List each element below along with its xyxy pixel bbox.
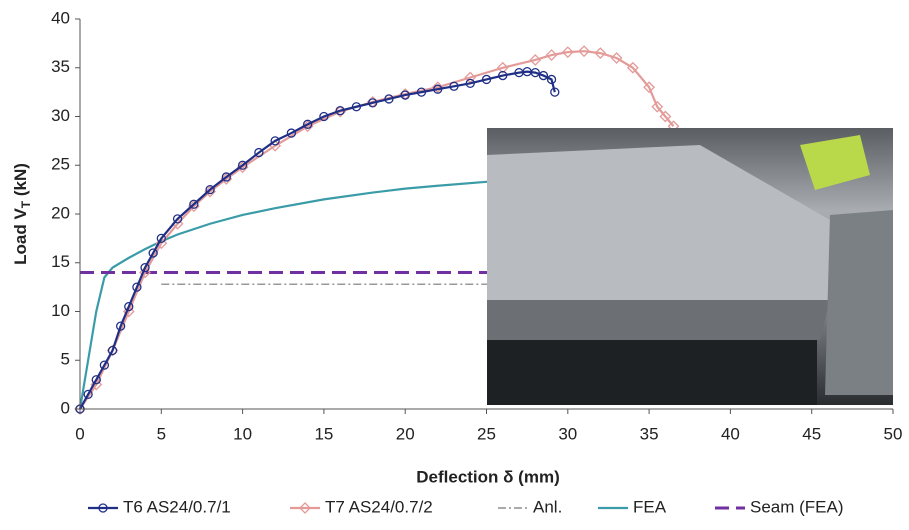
marker <box>431 81 444 94</box>
marker <box>172 214 183 224</box>
marker <box>530 67 540 78</box>
marker <box>98 503 108 513</box>
axes: 0 5 10 15 20 25 30 35 40 45 50 0 5 10 15 20 25 30 35 40 <box>51 8 902 443</box>
y-axis-title-main: Load V <box>11 208 30 265</box>
y-axis-title-sub: T <box>19 200 33 208</box>
y-tick-label: 40 <box>51 8 70 27</box>
marker <box>610 52 623 64</box>
photo-glove <box>800 135 870 190</box>
x-tick-label: 5 <box>157 424 166 443</box>
marker <box>498 70 508 81</box>
y-tick-label: 20 <box>51 203 70 222</box>
x-tick-label: 45 <box>802 424 821 443</box>
series-line <box>78 169 731 410</box>
marker <box>116 321 126 331</box>
marker <box>254 147 264 158</box>
x-tick-label: 30 <box>558 424 577 443</box>
marker <box>107 345 118 356</box>
y-tick-label: 15 <box>51 252 70 271</box>
y-tick-label: 30 <box>51 106 70 125</box>
legend-label: Seam (FEA) <box>750 497 844 516</box>
y-axis-title-unit: (kN) <box>11 163 30 201</box>
marker <box>659 110 672 123</box>
marker <box>270 136 280 146</box>
marker <box>286 128 297 138</box>
marker <box>651 100 664 113</box>
marker <box>148 248 158 258</box>
marker <box>91 375 101 385</box>
marker <box>132 282 142 292</box>
x-tick-label: 20 <box>396 424 415 443</box>
marker <box>221 172 231 182</box>
marker <box>187 200 200 213</box>
marker <box>626 61 639 74</box>
marker <box>236 161 249 174</box>
x-tick-label: 35 <box>640 424 659 443</box>
marker <box>335 106 345 116</box>
marker <box>156 233 166 244</box>
marker <box>546 74 557 85</box>
marker <box>204 185 216 198</box>
photo-floor <box>487 340 817 405</box>
photo-edge <box>487 300 830 340</box>
marker <box>83 389 93 400</box>
marker <box>205 184 215 195</box>
y-tick-label: 35 <box>51 57 70 76</box>
legend-label: FEA <box>633 497 667 516</box>
marker <box>124 301 134 312</box>
y-tick-label: 25 <box>51 155 70 174</box>
marker <box>368 98 378 108</box>
marker <box>538 70 549 81</box>
marker <box>481 74 492 85</box>
x-axis-title: Deflection δ (mm) <box>416 467 560 486</box>
inset-photo <box>487 128 893 405</box>
x-tick-label: 15 <box>314 424 333 443</box>
marker <box>299 502 311 514</box>
marker <box>643 81 656 94</box>
marker <box>140 262 150 273</box>
marker <box>237 160 248 170</box>
x-tick-label: 25 <box>477 424 496 443</box>
marker <box>351 102 362 112</box>
marker <box>99 360 110 370</box>
x-tick-label: 10 <box>233 424 252 443</box>
y-tick-label: 0 <box>61 398 70 417</box>
x-tick-label: 50 <box>884 424 903 443</box>
marker <box>496 61 509 74</box>
legend-label: T7 AS24/0.7/2 <box>325 497 433 516</box>
legend-label: Anl. <box>533 497 562 516</box>
marker <box>302 119 313 129</box>
marker <box>561 46 574 59</box>
y-tick-label: 5 <box>61 350 70 369</box>
marker <box>384 94 394 104</box>
marker <box>301 120 314 133</box>
marker <box>578 45 590 58</box>
marker <box>545 49 558 61</box>
marker <box>416 87 427 97</box>
marker <box>319 111 329 122</box>
x-tick-label: 0 <box>75 424 84 443</box>
marker <box>189 199 199 209</box>
marker <box>449 81 459 91</box>
y-tick-label: 10 <box>51 301 70 320</box>
marker <box>220 172 233 185</box>
marker <box>433 84 443 94</box>
marker <box>400 90 410 100</box>
y-axis-title: Load VT (kN) <box>11 163 33 265</box>
marker <box>594 47 607 60</box>
photo-deck <box>487 145 830 300</box>
marker <box>529 54 542 66</box>
marker <box>465 78 475 88</box>
marker <box>550 87 560 97</box>
legend-label: T6 AS24/0.7/1 <box>123 497 231 516</box>
photo-plate <box>825 210 893 395</box>
x-tick-label: 40 <box>721 424 740 443</box>
legend: T6 AS24/0.7/1 T7 AS24/0.7/2 Anl. FEA Seam (F… <box>88 497 844 516</box>
